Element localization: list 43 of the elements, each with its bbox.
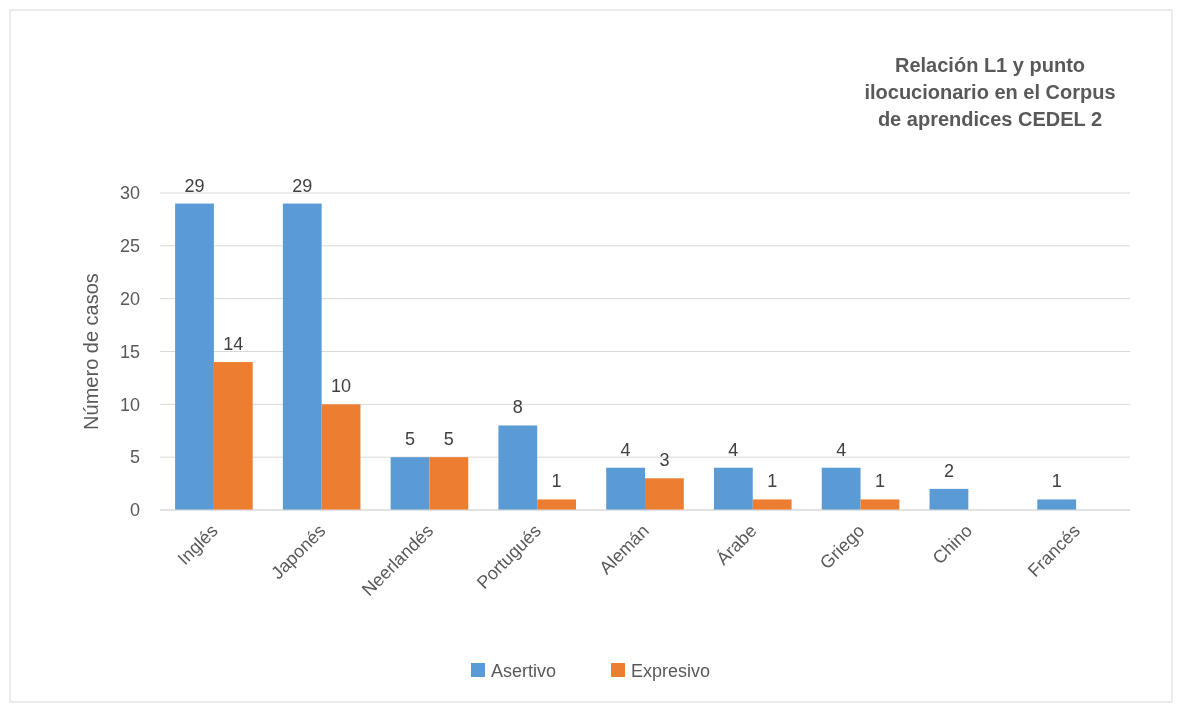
bar	[321, 404, 361, 510]
data-label: 1	[767, 471, 778, 492]
bar	[1037, 499, 1077, 510]
bar	[929, 488, 969, 510]
data-label: 1	[874, 471, 885, 492]
bar	[606, 467, 645, 510]
y-axis-title: Número de casos	[80, 273, 102, 430]
y-tick-label: 20	[119, 288, 140, 309]
bar	[713, 467, 753, 510]
bar	[282, 203, 322, 510]
data-label: 2	[943, 460, 954, 481]
y-tick-label: 30	[119, 183, 140, 204]
data-label: 4	[836, 439, 847, 460]
legend-label: Asertivo	[491, 661, 557, 682]
y-tick-label: 15	[119, 341, 140, 362]
data-label: 14	[223, 334, 244, 355]
y-tick-label: 25	[119, 236, 140, 257]
bar	[821, 467, 861, 510]
y-tick-label: 5	[129, 447, 140, 468]
bar	[213, 362, 253, 510]
bar	[498, 425, 538, 510]
data-label: 1	[551, 471, 562, 492]
data-label: 5	[443, 429, 454, 450]
bar	[645, 478, 684, 510]
data-label: 8	[512, 397, 523, 418]
data-label: 29	[184, 175, 205, 196]
y-tick-label: 0	[129, 500, 140, 521]
data-label: 10	[331, 376, 352, 397]
legend-label: Expresivo	[631, 661, 711, 682]
data-label: 1	[1051, 471, 1062, 492]
bar	[390, 457, 430, 510]
bar	[429, 457, 469, 510]
bar	[752, 499, 792, 510]
bar	[175, 203, 214, 510]
y-tick-label: 10	[119, 394, 140, 415]
data-label: 3	[659, 450, 670, 471]
data-label: 4	[728, 439, 739, 460]
data-label: 29	[292, 175, 313, 196]
bar	[537, 499, 577, 510]
data-label: 4	[620, 439, 631, 460]
bar	[860, 499, 900, 510]
data-label: 5	[405, 429, 416, 450]
chart-title: Relación L1 y punto ilocucionario en el Corpus de aprendices CEDEL 2	[864, 54, 1116, 130]
